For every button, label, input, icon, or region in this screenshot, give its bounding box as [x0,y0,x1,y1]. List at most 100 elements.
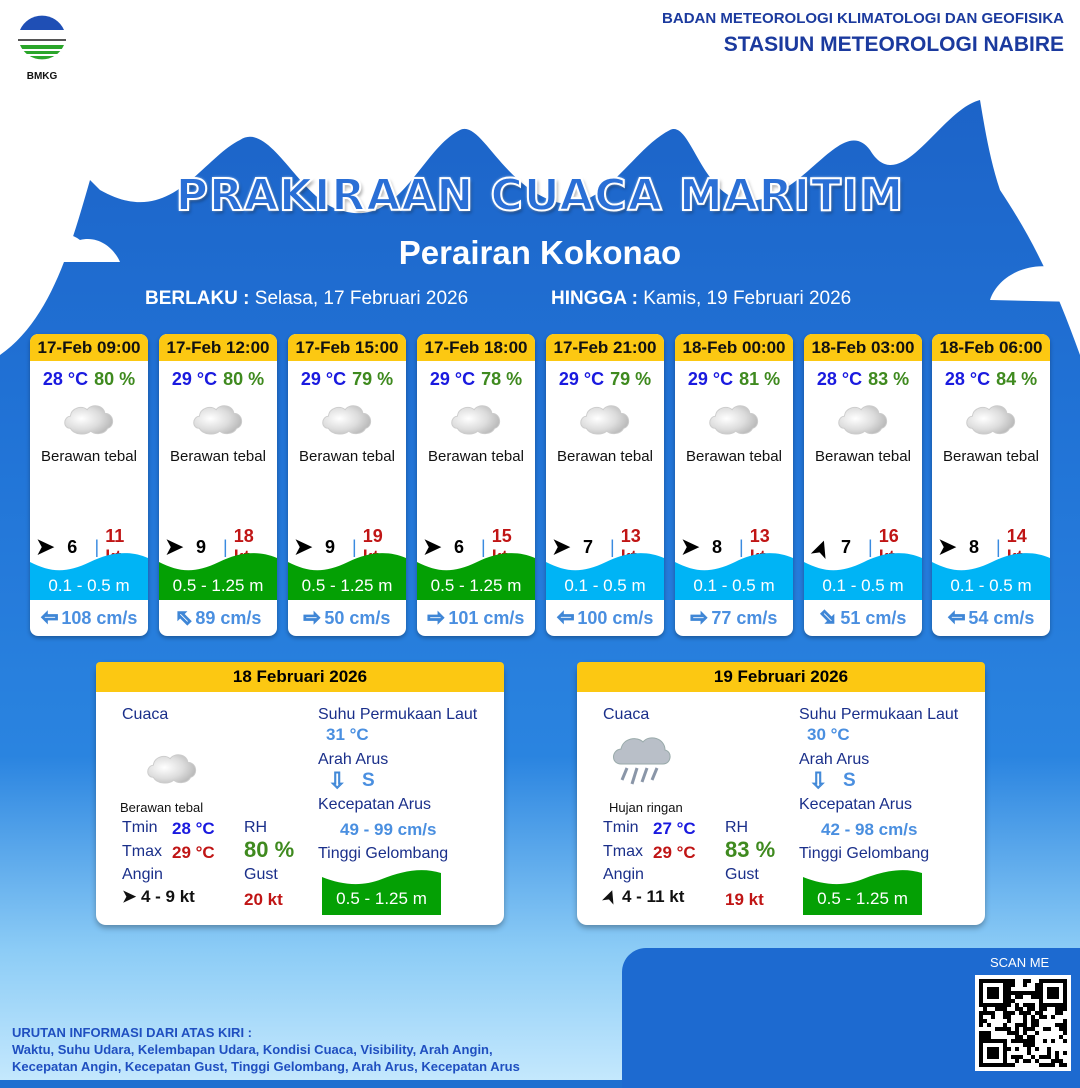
arrow-right-icon: ⇨ [690,607,708,630]
current-direction: S [843,770,856,791]
wave-height-label: 0.1 - 0.5 m [822,576,904,595]
wave-height-label: Tinggi Gelombang [318,845,449,862]
wind-range: 4 - 11 kt [621,887,685,906]
divider: | [739,536,744,557]
valid-to-label: HINGGA : [551,288,638,309]
rh-value: 80 % [244,837,295,862]
forecast-card: 17-Feb 15:00 29 °C 79 % Berawan tebal ➤ 9 |… [288,334,406,636]
current-speed: 89 cm/s [195,608,262,628]
wind-speed: 8 [711,536,722,557]
humidity: 80 % [94,369,136,389]
sst-label: Suhu Permukaan Laut [799,706,959,723]
current-direction-label: Arah Arus [799,751,870,768]
bmkg-logo: BMKG [14,12,70,82]
tmin-value: 28 °C [172,819,215,838]
air-temperature: 29 °C [300,369,347,389]
daily-condition: Hujan ringan [609,800,683,815]
divider: | [94,536,100,557]
current-speed-range: 49 - 99 cm/s [340,820,437,839]
info-heading: URUTAN INFORMASI DARI ATAS KIRI : [12,1025,252,1040]
current-speed: 77 cm/s [711,608,778,628]
wind-arrow-east-icon: ➤ [938,534,957,559]
weather-condition: Berawan tebal [686,448,782,465]
org-name: BADAN METEOROLOGI KLIMATOLOGI DAN GEOFIS… [662,10,1064,27]
air-temperature: 28 °C [944,369,991,389]
cloudy-icon [417,400,535,438]
current-direction-label: Arah Arus [318,751,389,768]
arrow-down-icon: ⇩ [808,768,828,794]
forecast-time: 17-Feb 18:00 [417,334,535,361]
valid-from-label: BERLAKU : [145,288,250,309]
tmin-label: Tmin [603,819,639,836]
wave-height: 0.5 - 1.25 m [288,548,406,600]
rh-label: RH [244,819,268,836]
forecast-time: 17-Feb 12:00 [159,334,277,361]
humidity: 83 % [868,369,910,389]
humidity: 80 % [223,369,265,389]
current-direction: S [362,770,375,791]
current-speed-label: Kecepatan Arus [799,796,912,813]
gust-label: Gust [725,866,759,883]
wind-speed: 9 [195,536,206,557]
weather-condition: Berawan tebal [943,448,1039,465]
wave-height-label: 0.5 - 1.25 m [172,576,264,595]
qr-code[interactable] [975,975,1071,1071]
cloudy-icon [288,400,406,438]
cloudy-icon [932,400,1050,438]
current-speed: 101 cm/s [448,608,525,628]
daily-wave-height: 0.5 - 1.25 m [322,867,441,915]
arrow-up-left-icon: ⇨ [169,603,198,631]
daily-date: 19 Februari 2026 [577,662,985,692]
wind-speed: 6 [453,536,464,557]
forecast-time: 18-Feb 06:00 [932,334,1050,361]
wave-height: 0.1 - 0.5 m [546,548,664,600]
gust-value: 19 kt [725,890,764,909]
tmax-value: 29 °C [172,843,215,862]
wind-arrow-east-icon: ➤ [552,534,571,559]
tmax-label: Tmax [122,843,162,860]
daily-summary-panel: 18 Februari 2026 Cuaca Berawan tebal Tmi… [96,662,504,925]
air-temperature: 28 °C [42,369,89,389]
page-title: PRAKIRAAN CUACA MARITIM [175,169,905,222]
current-speed: 54 cm/s [968,608,1035,628]
wave-height: 0.1 - 0.5 m [932,548,1050,600]
arrow-down-right-icon: ⇨ [813,604,842,632]
wind-speed: 7 [840,536,851,557]
forecast-card: 17-Feb 21:00 29 °C 79 % Berawan tebal ➤ 7 |… [546,334,664,636]
gust-label: Gust [244,866,278,883]
air-temperature: 28 °C [816,369,863,389]
current-speed-range: 42 - 98 cm/s [821,820,918,839]
wind-speed: 6 [67,536,78,557]
wind-arrow-east-icon: ➤ [294,534,313,559]
wind-direction-icon: ➤ [122,887,137,906]
cloudy-icon [144,738,200,788]
forecast-time: 17-Feb 15:00 [288,334,406,361]
weather-condition: Berawan tebal [299,448,395,465]
divider: | [352,536,357,557]
cloudy-icon [675,400,793,438]
wind-range: 4 - 9 kt [140,887,195,906]
tmax-value: 29 °C [653,843,696,862]
air-temperature: 29 °C [429,369,476,389]
wave-height: 0.1 - 0.5 m [30,548,148,600]
current-speed: 108 cm/s [61,608,138,628]
humidity: 81 % [739,369,781,389]
current-speed-label: Kecepatan Arus [318,796,431,813]
wind-speed: 9 [324,536,335,557]
forecast-time: 17-Feb 09:00 [30,334,148,361]
info-legend: URUTAN INFORMASI DARI ATAS KIRI : Waktu,… [12,1024,520,1075]
daily-date: 18 Februari 2026 [96,662,504,692]
wind-arrow-east-icon: ➤ [681,534,700,559]
wind-label: Angin [603,866,644,883]
air-temperature: 29 °C [558,369,605,389]
humidity: 78 % [481,369,523,389]
valid-to-date: Kamis, 19 Februari 2026 [643,288,852,309]
daily-summary-panel: 19 Februari 2026 Cuaca Hujan ringan Tmin… [577,662,985,925]
wave-height-label: 0.5 - 1.25 m [301,576,393,595]
wave-height: 0.1 - 0.5 m [804,548,922,600]
logo-text: BMKG [26,71,58,82]
forecast-card: 17-Feb 12:00 29 °C 80 % Berawan tebal ➤ 9 |… [159,334,277,636]
sst-label: Suhu Permukaan Laut [318,706,478,723]
organization-header: BADAN METEOROLOGI KLIMATOLOGI DAN GEOFIS… [662,10,1064,57]
valid-to: HINGGA : Kamis, 19 Februari 2026 [551,288,851,310]
